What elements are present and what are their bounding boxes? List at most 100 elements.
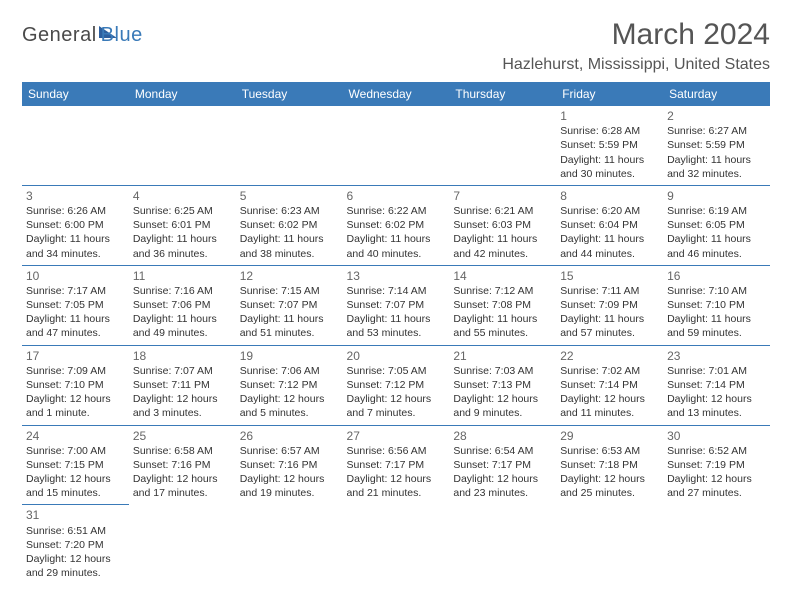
- day-number: 20: [347, 348, 446, 364]
- daylight-text: and 3 minutes.: [133, 406, 232, 420]
- sunrise-text: Sunrise: 6:51 AM: [26, 524, 125, 538]
- calendar-day-cell: 15Sunrise: 7:11 AMSunset: 7:09 PMDayligh…: [556, 265, 663, 345]
- daylight-text: and 40 minutes.: [347, 247, 446, 261]
- day-number: 19: [240, 348, 339, 364]
- sunrise-text: Sunrise: 6:54 AM: [453, 444, 552, 458]
- sunset-text: Sunset: 7:09 PM: [560, 298, 659, 312]
- daylight-text: Daylight: 11 hours: [667, 312, 766, 326]
- day-number: 8: [560, 188, 659, 204]
- day-number: 4: [133, 188, 232, 204]
- calendar-week-row: 24Sunrise: 7:00 AMSunset: 7:15 PMDayligh…: [22, 425, 770, 505]
- day-number: 28: [453, 428, 552, 444]
- daylight-text: and 57 minutes.: [560, 326, 659, 340]
- sunset-text: Sunset: 7:16 PM: [133, 458, 232, 472]
- sunset-text: Sunset: 7:06 PM: [133, 298, 232, 312]
- calendar-day-cell: 12Sunrise: 7:15 AMSunset: 7:07 PMDayligh…: [236, 265, 343, 345]
- calendar-day-cell: [343, 106, 450, 185]
- calendar-day-cell: [343, 505, 450, 584]
- day-header: Thursday: [449, 82, 556, 106]
- daylight-text: and 38 minutes.: [240, 247, 339, 261]
- day-number: 25: [133, 428, 232, 444]
- day-number: 14: [453, 268, 552, 284]
- day-header: Monday: [129, 82, 236, 106]
- calendar-day-cell: 30Sunrise: 6:52 AMSunset: 7:19 PMDayligh…: [663, 425, 770, 505]
- calendar-week-row: 1Sunrise: 6:28 AMSunset: 5:59 PMDaylight…: [22, 106, 770, 185]
- sunset-text: Sunset: 7:12 PM: [240, 378, 339, 392]
- daylight-text: and 1 minute.: [26, 406, 125, 420]
- sunrise-text: Sunrise: 7:15 AM: [240, 284, 339, 298]
- sunrise-text: Sunrise: 6:58 AM: [133, 444, 232, 458]
- calendar-day-cell: 1Sunrise: 6:28 AMSunset: 5:59 PMDaylight…: [556, 106, 663, 185]
- daylight-text: Daylight: 11 hours: [26, 232, 125, 246]
- daylight-text: Daylight: 12 hours: [560, 472, 659, 486]
- calendar-day-cell: 31Sunrise: 6:51 AMSunset: 7:20 PMDayligh…: [22, 505, 129, 584]
- sunset-text: Sunset: 7:17 PM: [453, 458, 552, 472]
- sunrise-text: Sunrise: 7:14 AM: [347, 284, 446, 298]
- calendar-week-row: 3Sunrise: 6:26 AMSunset: 6:00 PMDaylight…: [22, 185, 770, 265]
- daylight-text: and 47 minutes.: [26, 326, 125, 340]
- daylight-text: Daylight: 11 hours: [560, 153, 659, 167]
- logo-text-general: General: [22, 24, 97, 47]
- sunset-text: Sunset: 7:20 PM: [26, 538, 125, 552]
- day-number: 21: [453, 348, 552, 364]
- sunrise-text: Sunrise: 6:28 AM: [560, 124, 659, 138]
- calendar-day-cell: 9Sunrise: 6:19 AMSunset: 6:05 PMDaylight…: [663, 185, 770, 265]
- location-text: Hazlehurst, Mississippi, United States: [502, 56, 770, 74]
- calendar-day-cell: 26Sunrise: 6:57 AMSunset: 7:16 PMDayligh…: [236, 425, 343, 505]
- daylight-text: Daylight: 12 hours: [453, 472, 552, 486]
- sunset-text: Sunset: 7:05 PM: [26, 298, 125, 312]
- title-block: March 2024 Hazlehurst, Mississippi, Unit…: [502, 18, 770, 74]
- page-header: General Blue March 2024 Hazlehurst, Miss…: [22, 18, 770, 74]
- daylight-text: Daylight: 12 hours: [240, 472, 339, 486]
- sunset-text: Sunset: 7:07 PM: [240, 298, 339, 312]
- sunrise-text: Sunrise: 7:02 AM: [560, 364, 659, 378]
- daylight-text: and 42 minutes.: [453, 247, 552, 261]
- logo: General Blue: [22, 24, 143, 47]
- sunrise-text: Sunrise: 7:01 AM: [667, 364, 766, 378]
- daylight-text: and 11 minutes.: [560, 406, 659, 420]
- sunset-text: Sunset: 7:19 PM: [667, 458, 766, 472]
- calendar-day-cell: 18Sunrise: 7:07 AMSunset: 7:11 PMDayligh…: [129, 345, 236, 425]
- sunset-text: Sunset: 7:13 PM: [453, 378, 552, 392]
- sunset-text: Sunset: 6:05 PM: [667, 218, 766, 232]
- day-number: 10: [26, 268, 125, 284]
- daylight-text: and 15 minutes.: [26, 486, 125, 500]
- daylight-text: and 55 minutes.: [453, 326, 552, 340]
- daylight-text: Daylight: 12 hours: [347, 472, 446, 486]
- calendar-day-cell: 25Sunrise: 6:58 AMSunset: 7:16 PMDayligh…: [129, 425, 236, 505]
- daylight-text: Daylight: 11 hours: [26, 312, 125, 326]
- daylight-text: Daylight: 12 hours: [133, 392, 232, 406]
- day-number: 13: [347, 268, 446, 284]
- calendar-day-cell: 23Sunrise: 7:01 AMSunset: 7:14 PMDayligh…: [663, 345, 770, 425]
- sunset-text: Sunset: 7:11 PM: [133, 378, 232, 392]
- calendar-day-cell: 29Sunrise: 6:53 AMSunset: 7:18 PMDayligh…: [556, 425, 663, 505]
- daylight-text: Daylight: 11 hours: [667, 153, 766, 167]
- calendar-body: 1Sunrise: 6:28 AMSunset: 5:59 PMDaylight…: [22, 106, 770, 584]
- sunrise-text: Sunrise: 7:03 AM: [453, 364, 552, 378]
- sunset-text: Sunset: 6:04 PM: [560, 218, 659, 232]
- daylight-text: Daylight: 11 hours: [667, 232, 766, 246]
- sunrise-text: Sunrise: 7:06 AM: [240, 364, 339, 378]
- calendar-day-cell: 14Sunrise: 7:12 AMSunset: 7:08 PMDayligh…: [449, 265, 556, 345]
- day-header: Friday: [556, 82, 663, 106]
- sunset-text: Sunset: 7:17 PM: [347, 458, 446, 472]
- daylight-text: Daylight: 12 hours: [26, 552, 125, 566]
- day-header: Wednesday: [343, 82, 450, 106]
- calendar-day-cell: 10Sunrise: 7:17 AMSunset: 7:05 PMDayligh…: [22, 265, 129, 345]
- calendar-day-cell: 20Sunrise: 7:05 AMSunset: 7:12 PMDayligh…: [343, 345, 450, 425]
- sunset-text: Sunset: 6:01 PM: [133, 218, 232, 232]
- calendar-day-cell: 17Sunrise: 7:09 AMSunset: 7:10 PMDayligh…: [22, 345, 129, 425]
- sunset-text: Sunset: 7:18 PM: [560, 458, 659, 472]
- daylight-text: and 36 minutes.: [133, 247, 232, 261]
- day-number: 3: [26, 188, 125, 204]
- sunrise-text: Sunrise: 6:25 AM: [133, 204, 232, 218]
- sunrise-text: Sunrise: 6:22 AM: [347, 204, 446, 218]
- calendar-day-cell: 19Sunrise: 7:06 AMSunset: 7:12 PMDayligh…: [236, 345, 343, 425]
- daylight-text: and 27 minutes.: [667, 486, 766, 500]
- calendar-week-row: 17Sunrise: 7:09 AMSunset: 7:10 PMDayligh…: [22, 345, 770, 425]
- calendar-day-cell: 7Sunrise: 6:21 AMSunset: 6:03 PMDaylight…: [449, 185, 556, 265]
- calendar-week-row: 31Sunrise: 6:51 AMSunset: 7:20 PMDayligh…: [22, 505, 770, 584]
- calendar-day-cell: [236, 106, 343, 185]
- sunrise-text: Sunrise: 7:07 AM: [133, 364, 232, 378]
- sunset-text: Sunset: 6:00 PM: [26, 218, 125, 232]
